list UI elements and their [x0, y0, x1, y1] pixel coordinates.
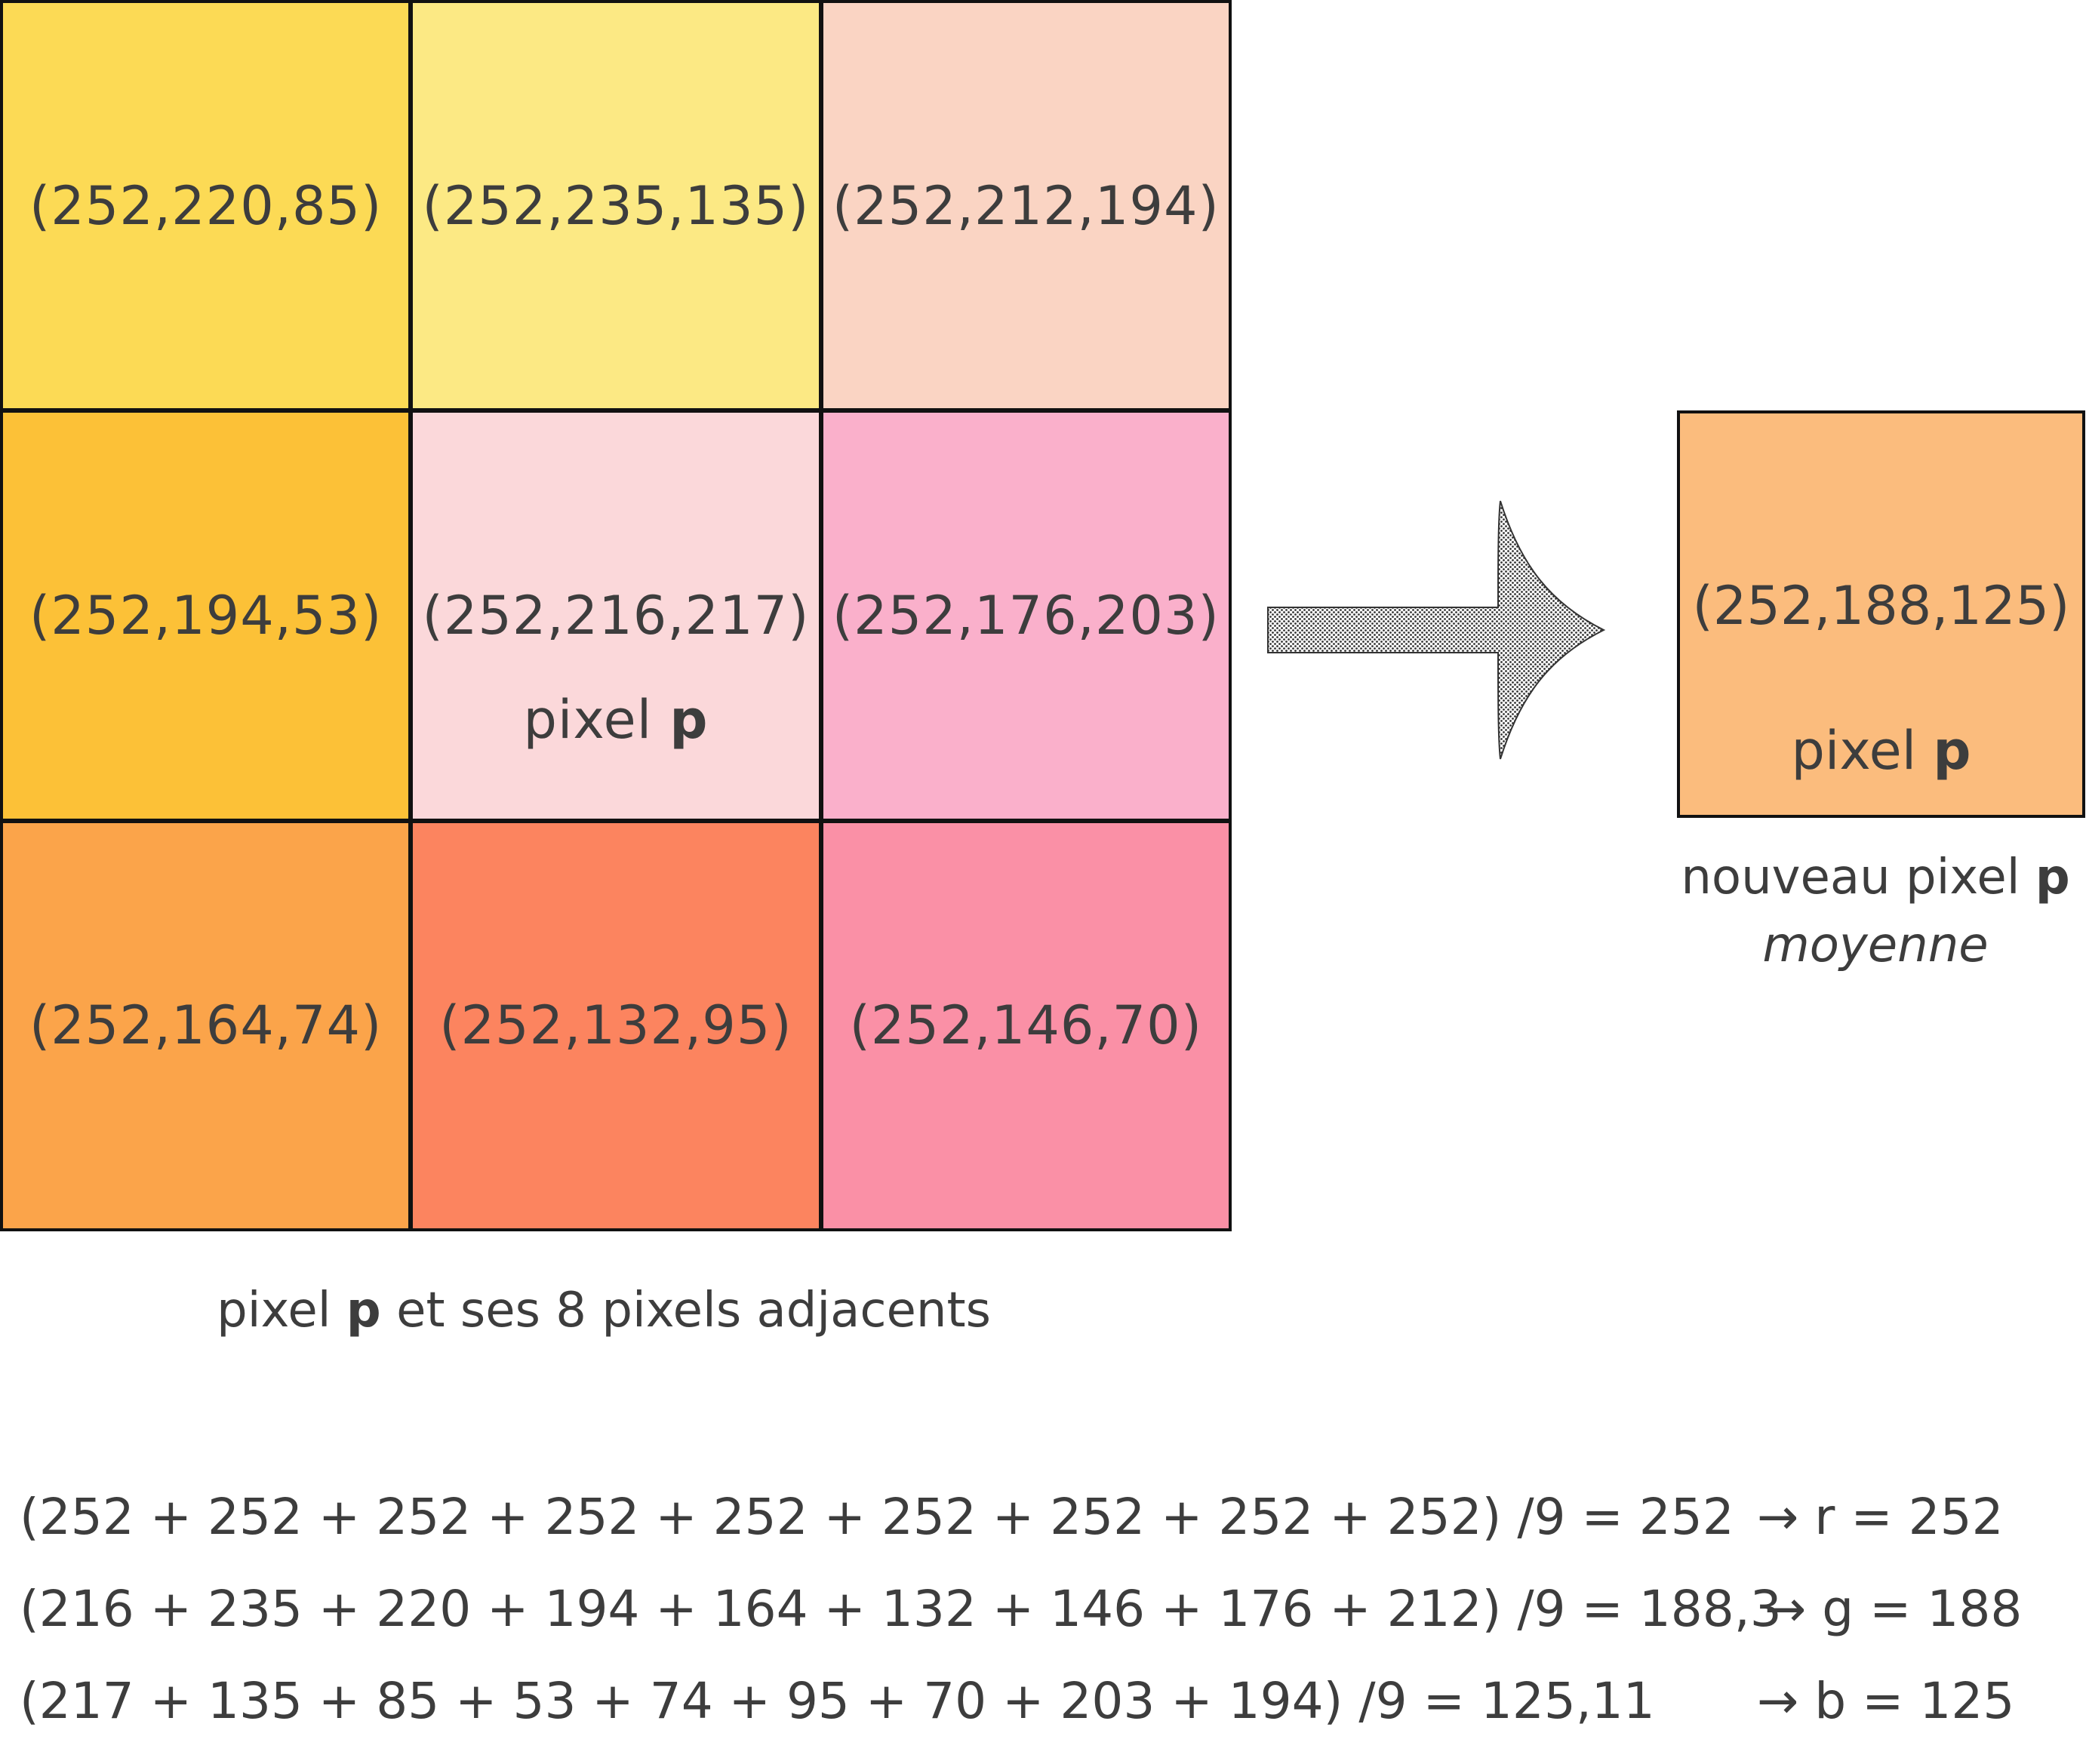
center-pixel-label: pixel p [523, 688, 709, 751]
pixel-cell: (252,212,194) [823, 3, 1229, 409]
pixel-value: (252,216,217) [422, 584, 810, 647]
formula-row-b: (217 + 135 + 85 + 53 + 74 + 95 + 70 + 20… [20, 1672, 2072, 1764]
pixel-cell: (252,220,85) [3, 3, 409, 409]
formula-expression: (216 + 235 + 220 + 194 + 164 + 132 + 146… [20, 1580, 1782, 1638]
pixel-value: (252,146,70) [849, 994, 1203, 1057]
formula-result: → g = 188 [1764, 1580, 2023, 1638]
pixel-cell-center: (252,216,217) pixel p [413, 413, 819, 819]
formulas: (252 + 252 + 252 + 252 + 252 + 252 + 252… [20, 1488, 2072, 1764]
formula-expression: (252 + 252 + 252 + 252 + 252 + 252 + 252… [20, 1488, 1734, 1546]
pixel-cell: (252,132,95) [413, 822, 819, 1228]
arrow-shape [1267, 500, 1606, 760]
pixel-value: (252,132,95) [439, 994, 792, 1057]
new-pixel-value: (252,188,125) [1692, 575, 2070, 637]
pixel-value: (252,176,203) [832, 584, 1220, 647]
pixel-cell: (252,164,74) [3, 822, 409, 1228]
formula-row-r: (252 + 252 + 252 + 252 + 252 + 252 + 252… [20, 1488, 2072, 1580]
pixel-grid: (252,220,85) (252,235,135) (252,212,194)… [0, 0, 1232, 1231]
formula-result: → b = 125 [1757, 1672, 2015, 1730]
pixel-value: (252,220,85) [29, 174, 383, 237]
formula-result: → r = 252 [1757, 1488, 2004, 1546]
new-pixel-label: pixel p [1791, 720, 1971, 782]
pixel-cell: (252,194,53) [3, 413, 409, 819]
average-label: moyenne [1762, 917, 1989, 973]
formula-expression: (217 + 135 + 85 + 53 + 74 + 95 + 70 + 20… [20, 1672, 1655, 1730]
pixel-value: (252,235,135) [422, 174, 810, 237]
new-pixel-caption: nouveau pixel p moyenne [1665, 844, 2086, 979]
pixel-value: (252,164,74) [29, 994, 383, 1057]
pixel-cell: (252,176,203) [823, 413, 1229, 819]
right-arrow-icon [1267, 500, 1606, 760]
pixel-value: (252,194,53) [29, 584, 383, 647]
formula-row-g: (216 + 235 + 220 + 194 + 164 + 132 + 146… [20, 1580, 2072, 1672]
grid-caption: pixel p et ses 8 pixels adjacents [217, 1283, 991, 1338]
pixel-value: (252,212,194) [832, 174, 1220, 237]
pixel-cell: (252,235,135) [413, 3, 819, 409]
new-pixel-box: (252,188,125) pixel p [1677, 410, 2085, 818]
pixel-cell: (252,146,70) [823, 822, 1229, 1228]
